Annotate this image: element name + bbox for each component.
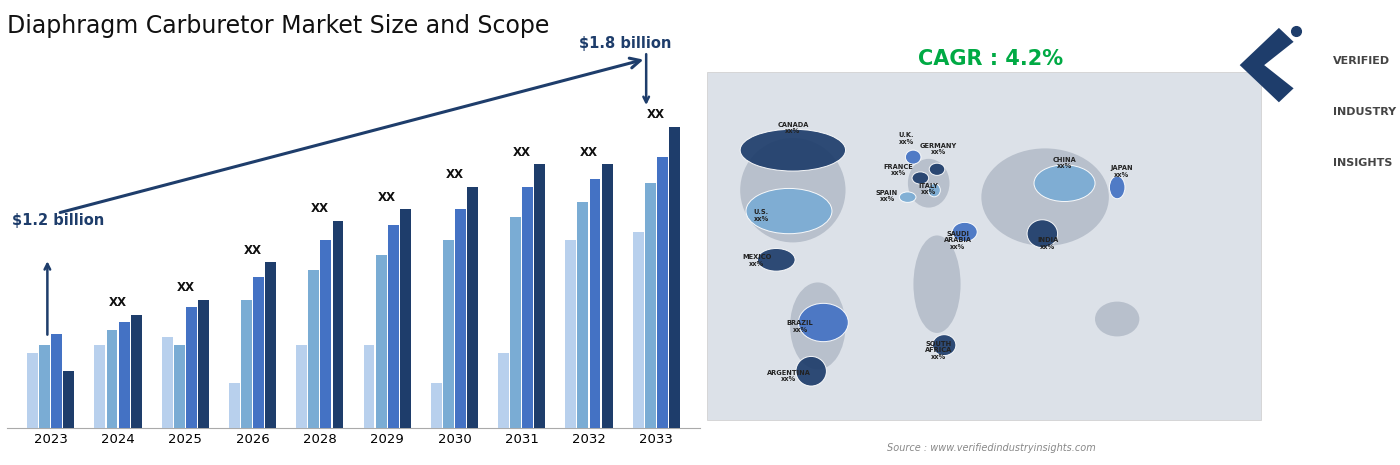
Text: BRAZIL
xx%: BRAZIL xx% [787,320,813,333]
Bar [308,270,319,428]
Ellipse shape [928,184,941,197]
Text: VERIFIED: VERIFIED [1333,56,1390,66]
Bar [577,202,588,428]
Bar [468,187,477,428]
Bar [321,239,332,428]
Bar [657,157,668,428]
Text: SAUDI
ARABIA
xx%: SAUDI ARABIA xx% [944,231,972,250]
Ellipse shape [798,303,848,342]
Bar [230,383,239,428]
Text: XX: XX [445,168,463,181]
Bar [455,209,466,428]
Bar [161,338,172,428]
Bar [297,345,307,428]
Text: ARGENTINA
xx%: ARGENTINA xx% [767,370,811,382]
Bar [669,126,680,428]
Ellipse shape [932,335,956,356]
Bar [63,372,74,428]
Text: XX: XX [311,202,329,215]
Text: JAPAN
xx%: JAPAN xx% [1110,165,1133,178]
Ellipse shape [1035,165,1095,201]
Text: Source : www.verifiedindustryinsights.com: Source : www.verifiedindustryinsights.co… [886,444,1095,453]
Text: $1.8 billion: $1.8 billion [578,36,671,51]
Polygon shape [1240,28,1294,102]
Bar [52,334,62,428]
Bar [333,221,343,428]
Ellipse shape [746,188,832,234]
Text: CANADA
xx%: CANADA xx% [777,122,809,134]
Ellipse shape [906,150,921,164]
Bar [253,277,265,428]
Bar [522,187,533,428]
Bar [174,345,185,428]
Bar [645,183,655,428]
Text: Diaphragm Carburetor Market Size and Scope: Diaphragm Carburetor Market Size and Sco… [7,14,549,38]
Text: SPAIN
xx%: SPAIN xx% [876,190,899,202]
Text: U.S.
xx%: U.S. xx% [753,209,769,221]
Text: XX: XX [378,191,396,204]
Text: XX: XX [647,108,665,121]
Bar [265,262,276,428]
Text: CHINA
xx%: CHINA xx% [1053,157,1077,169]
Ellipse shape [930,163,945,175]
Ellipse shape [1028,220,1057,248]
Ellipse shape [741,129,846,171]
Ellipse shape [741,138,846,242]
Bar [197,300,209,428]
Bar [241,300,252,428]
Bar [431,383,442,428]
Bar [119,322,130,428]
Ellipse shape [1109,176,1126,199]
Bar [602,164,613,428]
Bar [106,330,118,428]
Text: INSIGHTS: INSIGHTS [1333,158,1392,168]
Bar [39,345,50,428]
Text: XX: XX [244,244,262,257]
Ellipse shape [899,192,916,202]
Bar [94,345,105,428]
Text: XX: XX [109,296,127,309]
Bar [364,345,374,428]
Ellipse shape [757,248,795,271]
Bar [566,239,577,428]
Bar [589,179,601,428]
Text: XX: XX [176,281,195,294]
Text: XX: XX [580,146,598,159]
Ellipse shape [952,222,977,241]
Text: GERMANY
xx%: GERMANY xx% [920,143,958,155]
Ellipse shape [1095,302,1140,336]
Ellipse shape [909,159,949,207]
Bar [633,232,644,428]
Text: SOUTH
AFRICA
xx%: SOUTH AFRICA xx% [925,340,952,360]
Text: CAGR : 4.2%: CAGR : 4.2% [918,49,1064,69]
Text: U.K.
xx%: U.K. xx% [899,132,914,145]
Text: INDIA
xx%: INDIA xx% [1037,237,1058,250]
Ellipse shape [911,172,928,184]
Bar [388,225,399,428]
Ellipse shape [797,357,826,386]
Bar [442,239,454,428]
Bar [375,255,386,428]
Bar [498,352,510,428]
Text: MEXICO
xx%: MEXICO xx% [742,254,771,267]
Bar [130,315,141,428]
Text: FRANCE
xx%: FRANCE xx% [883,164,913,176]
Ellipse shape [790,282,846,370]
Text: XX: XX [512,146,531,159]
Bar [27,352,38,428]
Bar [186,307,197,428]
FancyBboxPatch shape [707,72,1261,420]
Ellipse shape [913,235,960,333]
Bar [535,164,546,428]
Text: $1.2 billion: $1.2 billion [11,213,104,228]
Bar [400,209,410,428]
Text: INDUSTRY: INDUSTRY [1333,107,1396,117]
Bar [510,217,521,428]
Text: ITALY
xx%: ITALY xx% [918,183,938,195]
Ellipse shape [981,148,1109,246]
